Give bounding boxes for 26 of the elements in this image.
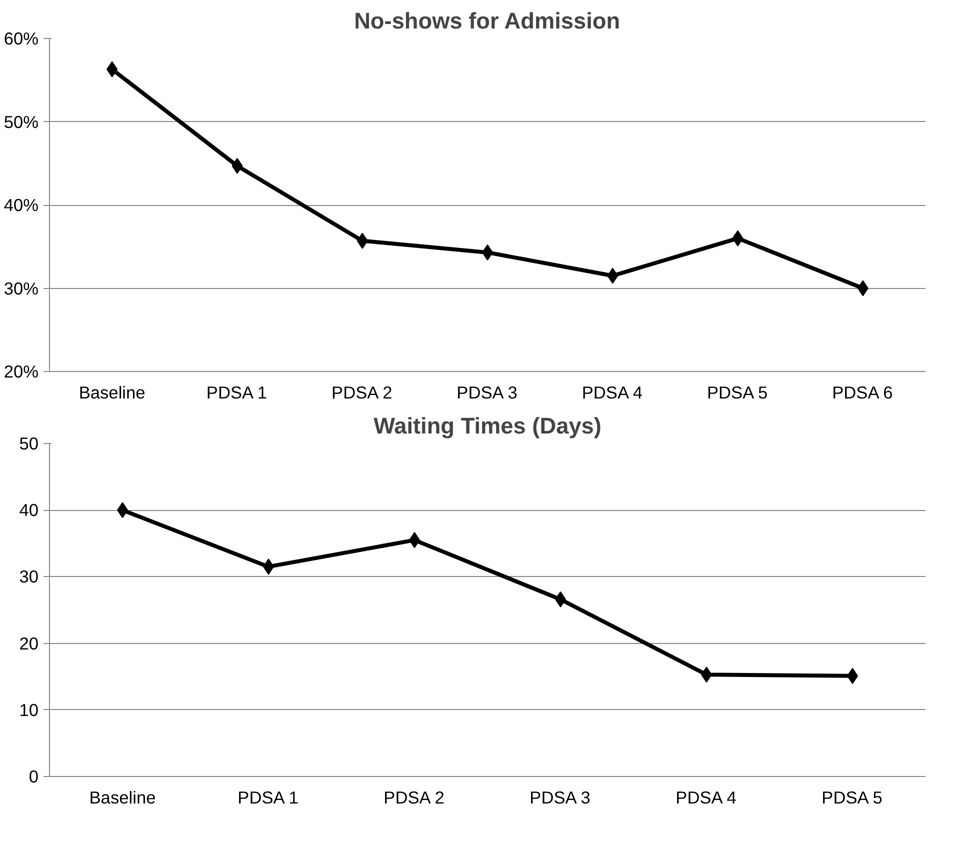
x-tick-label: PDSA 2 bbox=[332, 382, 392, 402]
x-tick-label: PDSA 6 bbox=[832, 382, 893, 402]
x-tick-label: PDSA 2 bbox=[384, 788, 444, 808]
y-tick-label: 10 bbox=[19, 700, 39, 720]
x-tick-label: PDSA 1 bbox=[238, 788, 298, 808]
y-tick-label: 30% bbox=[4, 278, 39, 298]
x-tick-label: PDSA 4 bbox=[676, 788, 737, 808]
x-tick-label: Baseline bbox=[89, 788, 156, 808]
y-tick-label: 40% bbox=[4, 195, 39, 215]
x-tick-label: PDSA 3 bbox=[456, 382, 518, 402]
y-tick-label: 20% bbox=[4, 362, 39, 382]
y-tick-label: 60% bbox=[4, 28, 39, 48]
x-tick-label: PDSA 5 bbox=[822, 788, 882, 808]
x-tick-label: PDSA 5 bbox=[706, 382, 768, 402]
chart-title: Waiting Times (Days) bbox=[374, 412, 602, 438]
x-tick-label: PDSA 3 bbox=[530, 788, 590, 808]
x-tick-label: PDSA 4 bbox=[582, 382, 643, 402]
y-tick-label: 20 bbox=[19, 633, 39, 654]
y-tick-label: 30 bbox=[19, 566, 39, 587]
y-tick-label: 0 bbox=[28, 766, 39, 786]
x-tick-label: Baseline bbox=[78, 382, 146, 402]
y-tick-label: 50 bbox=[19, 434, 39, 454]
y-tick-label: 40 bbox=[19, 500, 39, 520]
y-tick-label: 50% bbox=[4, 112, 39, 132]
chart-title: No-shows for Admission bbox=[354, 8, 620, 34]
x-tick-label: PDSA 1 bbox=[206, 382, 268, 402]
